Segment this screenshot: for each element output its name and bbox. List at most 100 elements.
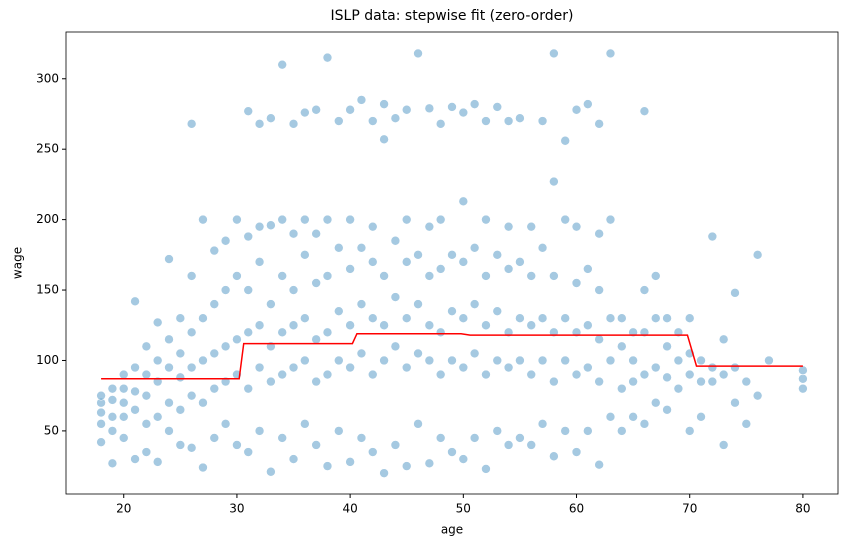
point (718, 369, 729, 380)
point (277, 433, 288, 443)
point (390, 341, 401, 352)
point (334, 116, 344, 126)
point (379, 99, 389, 109)
point (401, 214, 412, 225)
x-tick-label: 20 (116, 502, 131, 516)
point (798, 365, 808, 376)
point (243, 106, 254, 116)
point (628, 412, 638, 422)
point (537, 242, 548, 253)
point (549, 376, 559, 387)
point (628, 376, 638, 387)
point (288, 454, 299, 464)
point (175, 348, 186, 359)
point (413, 250, 423, 260)
point (141, 447, 152, 457)
point (650, 397, 661, 408)
point (594, 376, 604, 387)
point (696, 376, 706, 387)
point (583, 426, 593, 436)
point (175, 313, 186, 324)
point (503, 264, 514, 274)
point (481, 369, 491, 380)
point (152, 412, 163, 422)
point (152, 317, 163, 328)
point (684, 313, 695, 324)
point (650, 313, 661, 324)
point (458, 196, 469, 207)
point (503, 116, 514, 126)
point (107, 412, 118, 422)
point (549, 271, 559, 281)
point (322, 52, 333, 63)
point (594, 228, 604, 239)
point (458, 454, 469, 464)
point (401, 461, 412, 471)
point (616, 341, 627, 352)
point (209, 348, 220, 359)
point (288, 285, 299, 295)
point (390, 235, 401, 246)
point (367, 116, 378, 126)
point (367, 313, 378, 324)
point (311, 440, 321, 450)
point (186, 390, 197, 401)
point (232, 214, 242, 225)
point (118, 397, 129, 408)
point (413, 48, 423, 59)
point (345, 104, 355, 115)
point (594, 459, 604, 470)
point (605, 214, 616, 225)
point (220, 419, 231, 429)
point (277, 214, 288, 225)
point (300, 214, 310, 225)
point (141, 369, 152, 380)
y-tick-label: 100 (36, 353, 59, 367)
point (311, 334, 321, 345)
point (334, 242, 344, 253)
point (198, 397, 208, 408)
point (628, 355, 638, 366)
point (571, 447, 582, 457)
point (537, 419, 548, 429)
point (220, 235, 231, 246)
point (424, 103, 435, 114)
point (571, 369, 582, 380)
point (288, 320, 299, 331)
point (435, 327, 446, 338)
point (130, 296, 140, 307)
point (379, 134, 389, 145)
point (696, 355, 706, 366)
point (198, 214, 208, 225)
point (752, 250, 763, 260)
point (141, 390, 152, 401)
y-axis-label: wage (11, 247, 25, 279)
point (334, 355, 344, 366)
point (130, 386, 140, 397)
point (288, 362, 299, 373)
x-tick-label: 70 (682, 502, 697, 516)
point (198, 313, 208, 324)
point (639, 285, 650, 295)
point (458, 313, 469, 324)
point (141, 419, 152, 429)
point (730, 397, 740, 408)
point (469, 99, 480, 109)
point (605, 355, 616, 366)
point (741, 419, 752, 429)
point (356, 299, 367, 309)
point (254, 221, 265, 232)
point (175, 372, 186, 383)
point (424, 271, 435, 281)
point (118, 433, 129, 443)
x-tick-label: 40 (342, 502, 357, 516)
point (164, 362, 174, 373)
point (492, 102, 503, 112)
step-fit-line (101, 332, 803, 380)
point (458, 107, 469, 118)
point (152, 457, 163, 467)
point (469, 348, 480, 359)
point (164, 334, 174, 345)
point (141, 341, 152, 352)
point (96, 407, 106, 418)
